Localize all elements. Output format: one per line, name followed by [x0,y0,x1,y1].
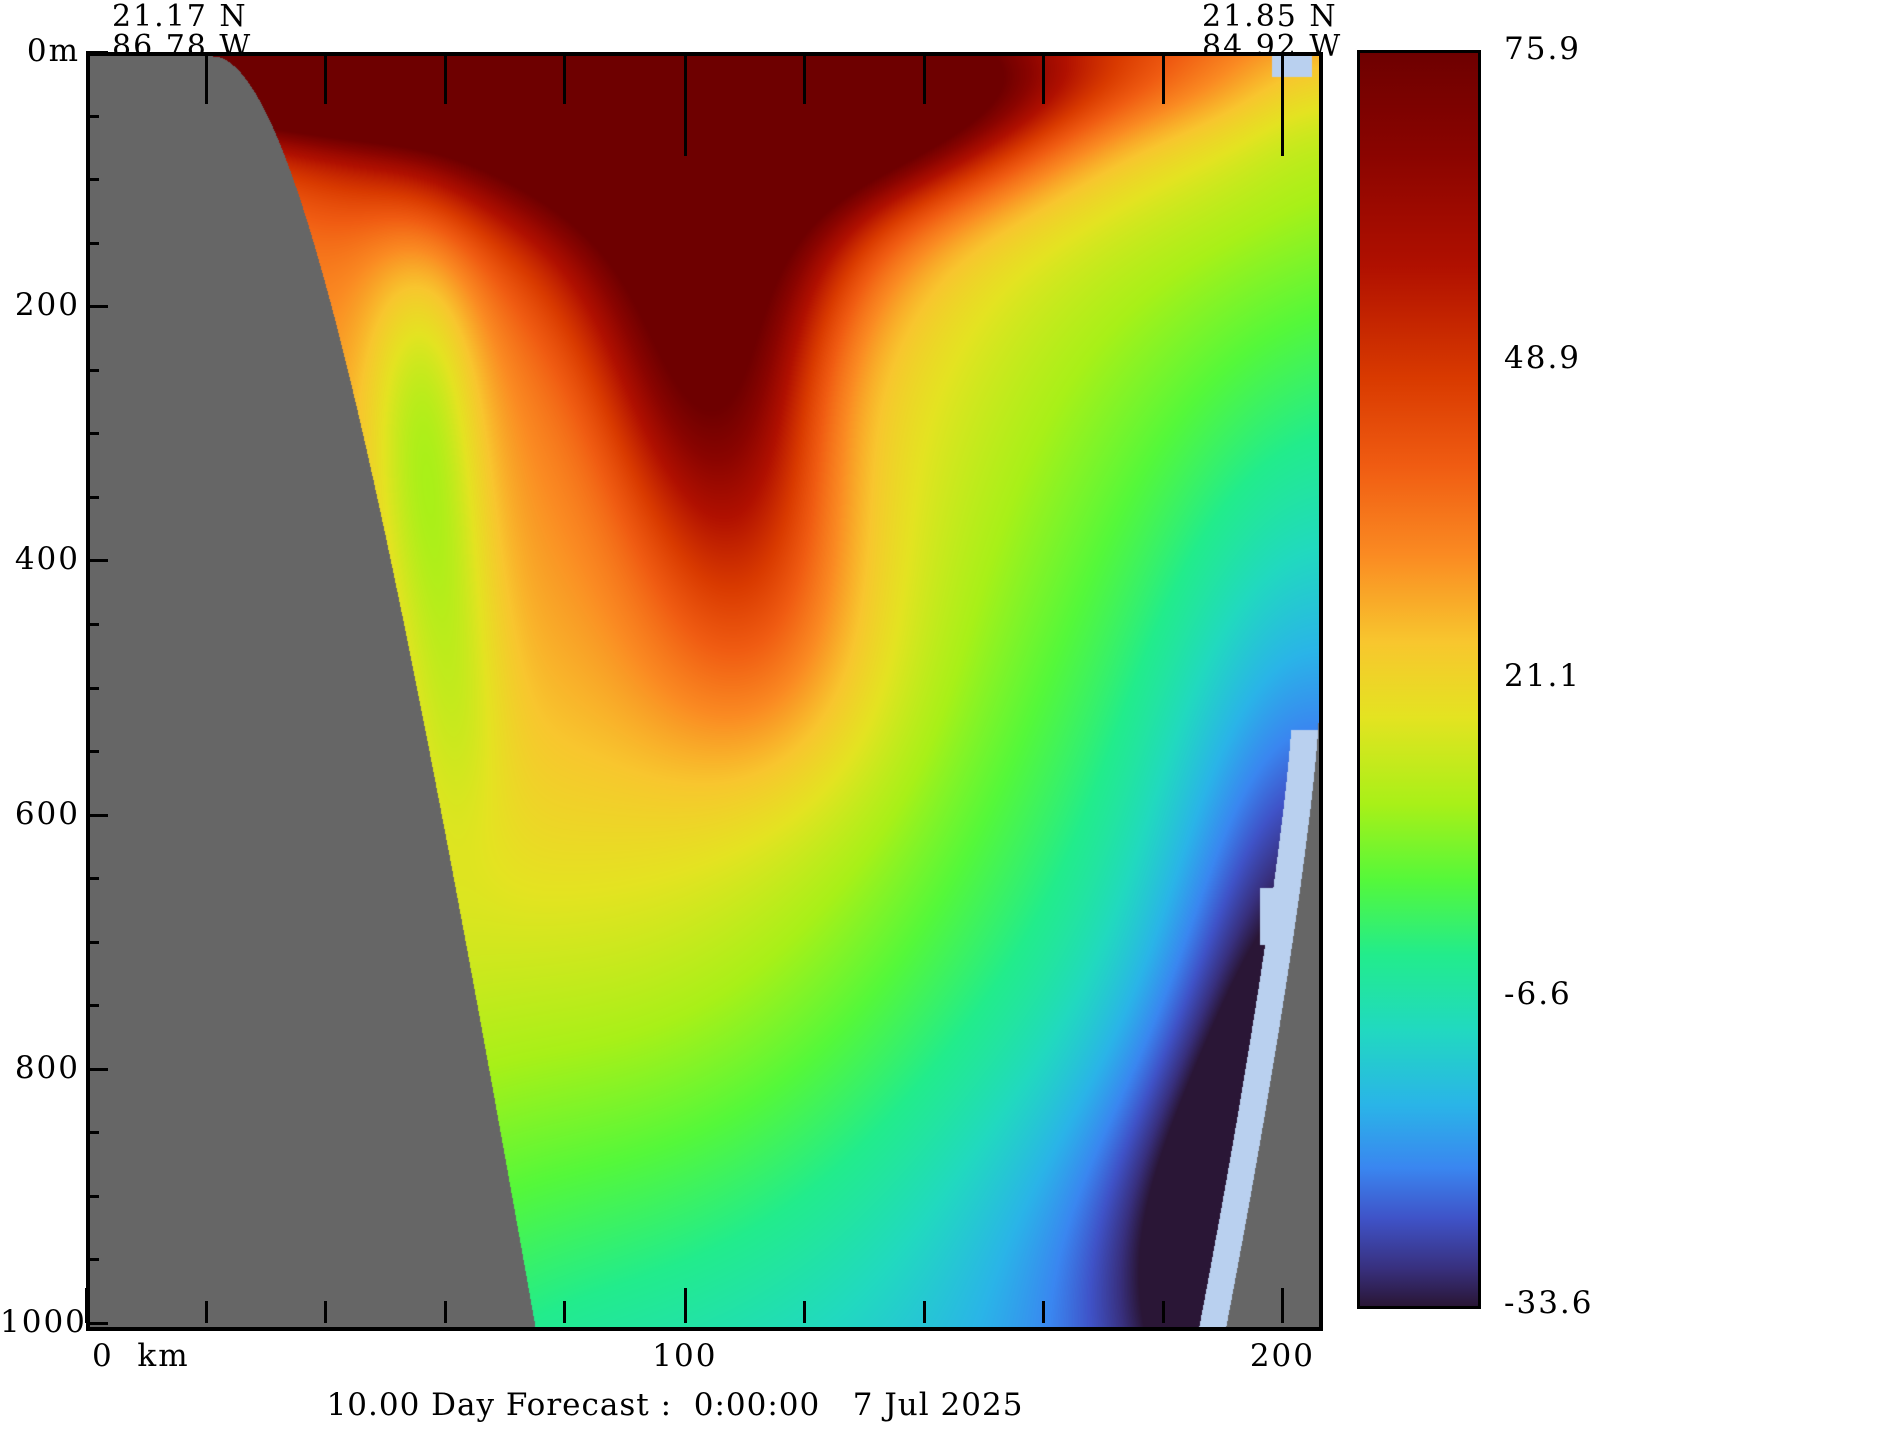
y-tick-major-400 [86,559,108,563]
colorbar-label-48_9: 48.9 [1504,340,1582,377]
x-top-tick-minor-5 [922,56,926,104]
x-top-tick-major-200 [1281,56,1285,156]
y-tick-minor-14 [86,1258,99,1262]
colorbar-box [1357,50,1481,1309]
x-tick-major-0 [85,1288,88,1323]
y-tick-major-200 [86,305,108,309]
y-tick-major-0 [86,51,108,54]
x-tick-minor-5 [922,1301,926,1323]
y-tick-minor-1 [86,178,99,182]
x-tick-minor-0 [204,1301,208,1323]
colorbar-label-neg33_6: -33.6 [1504,1284,1594,1321]
cross-section-plot [86,52,1323,1331]
x-tick-major-200 [1281,1288,1285,1323]
x-tick-minor-7 [1161,1301,1165,1323]
y-axis-label-1000: 1000 [0,1304,87,1340]
y-tick-major-800 [86,1067,108,1071]
x-tick-minor-3 [563,1301,567,1323]
y-axis-label-400: 400 [14,541,80,578]
x-top-tick-minor-4 [803,56,807,104]
x-axis-label-100: 100 [652,1338,718,1374]
colorbar-label-75_9: 75.9 [1504,31,1582,67]
x-top-tick-minor-1 [324,56,328,104]
x-tick-minor-2 [443,1301,447,1323]
x-axis-label-200: 200 [1249,1338,1315,1374]
x-top-tick-minor-0 [204,56,208,104]
y-tick-minor-2 [86,241,99,245]
forecast-caption: 10.00 Day Forecast : 0:00:00 7 Jul 2025 [326,1387,1024,1423]
y-tick-minor-5 [86,495,99,499]
y-axis-label-800: 800 [14,1049,80,1086]
x-top-tick-minor-7 [1161,56,1165,104]
y-tick-minor-9 [86,877,99,881]
x-tick-minor-1 [324,1301,328,1323]
y-tick-minor-12 [86,1131,99,1135]
x-top-tick-minor-3 [563,56,567,104]
coordinates-left-lat: 21.17 N [112,0,248,34]
y-tick-minor-7 [86,686,99,690]
y-tick-minor-4 [86,432,99,436]
y-tick-minor-10 [86,940,99,944]
y-tick-minor-11 [86,1004,99,1008]
x-top-tick-major-100 [683,56,687,156]
y-axis-label-0: 0m [26,33,80,69]
y-tick-minor-3 [86,368,99,372]
y-axis-label-600: 600 [14,795,80,832]
y-tick-minor-13 [86,1194,99,1198]
coordinates-right-lat: 21.85 N [1202,0,1338,34]
y-tick-major-600 [86,813,108,817]
x-top-tick-minor-2 [443,56,447,104]
y-axis-label-200: 200 [14,287,80,324]
y-tick-minor-6 [86,622,99,626]
x-tick-major-100 [683,1288,687,1323]
colorbar [1357,50,1481,1309]
x-tick-minor-4 [803,1301,807,1323]
colorbar-label-neg6_6: -6.6 [1504,975,1572,1012]
x-tick-minor-6 [1042,1301,1046,1323]
x-top-tick-minor-6 [1042,56,1046,104]
x-axis-label-0: 0 km [92,1338,190,1374]
y-tick-major-1000 [86,1322,108,1325]
colorbar-gradient [1360,53,1478,1306]
y-tick-minor-8 [86,750,99,754]
y-tick-minor-0 [86,114,99,118]
heatmap-canvas [90,56,1319,1327]
colorbar-label-21_1: 21.1 [1504,658,1582,695]
